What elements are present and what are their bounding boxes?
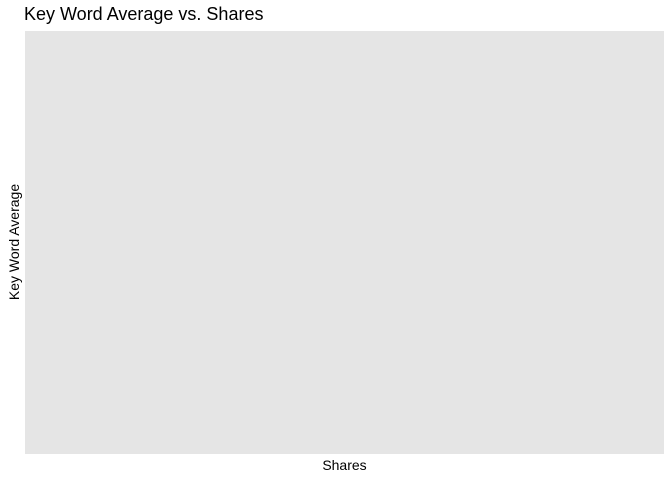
chart-title: Key Word Average vs. Shares (24, 4, 264, 24)
x-axis-label: Shares (322, 457, 367, 473)
y-axis-label: Key Word Average (6, 183, 22, 301)
plot-panel-background (25, 31, 664, 454)
plot-panel (25, 31, 664, 454)
